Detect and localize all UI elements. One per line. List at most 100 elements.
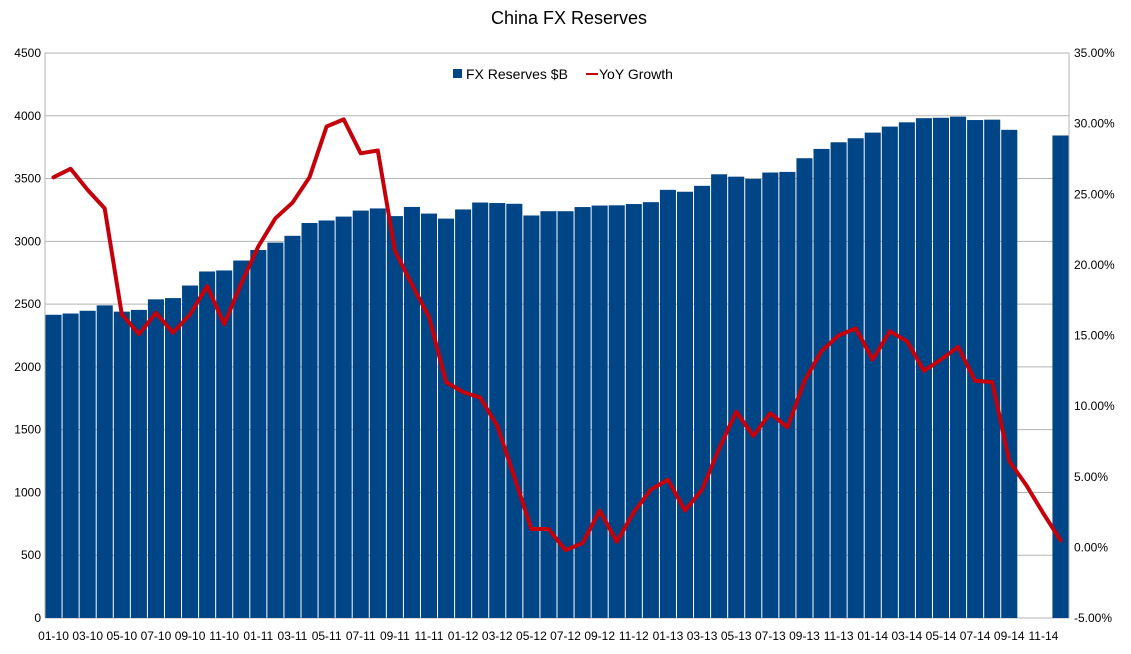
bar-04-10 bbox=[96, 305, 113, 618]
y-right-tick-label: 0.00% bbox=[1074, 540, 1108, 554]
x-tick-label: 11-10 bbox=[209, 629, 239, 643]
bar-12-11 bbox=[438, 218, 455, 618]
bar-05-14 bbox=[932, 117, 950, 618]
bar-04-11 bbox=[301, 223, 318, 618]
axes: 0 500 1000 1500 2000 2500 3000 3500 4000 4500 -5.0… bbox=[14, 46, 1115, 643]
legend: FX Reserves $B YoY Growth bbox=[453, 66, 673, 82]
bar-08-14 bbox=[984, 119, 1001, 619]
x-tick-label: 07-10 bbox=[141, 629, 172, 643]
bar-01-13 bbox=[659, 189, 676, 618]
bar-06-10 bbox=[130, 309, 147, 618]
y-left-tick-label: 2000 bbox=[14, 360, 41, 374]
x-tick-label: 01-14 bbox=[857, 629, 888, 643]
bar-06-11 bbox=[335, 216, 352, 619]
y-right-tick-label: -5.00% bbox=[1074, 611, 1112, 625]
x-tick-label: 03-12 bbox=[482, 629, 513, 643]
bar-04-13 bbox=[711, 174, 728, 618]
y-left-tick-label: 2500 bbox=[14, 297, 41, 311]
x-tick-label: 03-14 bbox=[892, 629, 923, 643]
x-tick-label: 09-11 bbox=[380, 629, 410, 643]
y-right-tick-label: 10.00% bbox=[1074, 399, 1115, 413]
x-tick-label: 11-14 bbox=[1028, 629, 1058, 643]
legend-label-yoy-growth: YoY Growth bbox=[599, 66, 673, 82]
bar-07-10 bbox=[147, 299, 164, 618]
bar-10-11 bbox=[403, 206, 420, 619]
bar-01-10 bbox=[45, 314, 62, 618]
y-left-tick-label: 4000 bbox=[14, 109, 41, 123]
bar-series-fx-reserves bbox=[45, 116, 1069, 619]
bar-05-12 bbox=[523, 215, 540, 619]
bar-08-13 bbox=[779, 171, 796, 618]
bar-12-14 bbox=[1052, 135, 1069, 619]
x-tick-label: 01-12 bbox=[448, 629, 479, 643]
x-tick-label: 07-11 bbox=[346, 629, 376, 643]
x-tick-label: 05-12 bbox=[516, 629, 547, 643]
y-right-tick-label: 30.00% bbox=[1074, 117, 1115, 131]
bar-02-14 bbox=[881, 126, 898, 618]
chart-title: China FX Reserves bbox=[491, 8, 647, 28]
bar-02-11 bbox=[267, 242, 284, 619]
x-tick-label: 01-13 bbox=[653, 629, 684, 643]
x-tick-label: 09-12 bbox=[584, 629, 615, 643]
x-tick-label: 07-12 bbox=[550, 629, 581, 643]
x-tick-label: 03-10 bbox=[72, 629, 103, 643]
bar-06-13 bbox=[745, 178, 762, 618]
bar-05-11 bbox=[318, 220, 335, 619]
y-right-tick-label: 35.00% bbox=[1074, 46, 1115, 60]
line-series-yoy-growth bbox=[51, 117, 1063, 553]
x-tick-label: 05-13 bbox=[721, 629, 752, 643]
gridlines bbox=[45, 52, 1069, 619]
x-tick-label: 01-11 bbox=[243, 629, 273, 643]
legend-swatch-fx-reserves bbox=[453, 69, 462, 78]
bar-01-12 bbox=[455, 209, 472, 619]
bar-10-10 bbox=[199, 271, 216, 618]
y-left-tick-label: 1000 bbox=[14, 485, 41, 499]
bar-11-11 bbox=[420, 213, 438, 618]
x-tick-label: 07-13 bbox=[755, 629, 786, 643]
yoy-growth-line bbox=[51, 117, 1063, 553]
bar-03-11 bbox=[284, 235, 301, 618]
bar-02-13 bbox=[676, 191, 694, 618]
bar-06-14 bbox=[950, 116, 967, 618]
bar-03-13 bbox=[694, 185, 711, 619]
bar-01-11 bbox=[250, 249, 267, 618]
y-left-tick-label: 500 bbox=[21, 548, 41, 562]
bar-09-11 bbox=[386, 216, 403, 618]
y-left-tick-label: 0 bbox=[34, 611, 41, 625]
x-tick-label: 09-14 bbox=[994, 629, 1025, 643]
bar-11-13 bbox=[830, 142, 847, 618]
bar-11-10 bbox=[216, 270, 233, 618]
bar-04-12 bbox=[506, 203, 523, 618]
bar-03-14 bbox=[898, 122, 915, 618]
bar-06-12 bbox=[540, 211, 557, 618]
bar-05-10 bbox=[113, 311, 130, 618]
x-tick-label: 09-10 bbox=[175, 629, 206, 643]
y-right-tick-label: 25.00% bbox=[1074, 187, 1115, 201]
x-tick-label: 05-10 bbox=[106, 629, 137, 643]
bar-09-14 bbox=[1001, 129, 1018, 618]
bar-05-13 bbox=[728, 176, 745, 618]
bar-01-14 bbox=[864, 132, 881, 618]
bar-10-12 bbox=[608, 205, 625, 618]
bar-07-11 bbox=[352, 210, 369, 619]
bar-03-12 bbox=[489, 203, 506, 619]
x-tick-label: 03-11 bbox=[278, 629, 308, 643]
y-left-tick-label: 4500 bbox=[14, 46, 41, 60]
bar-12-12 bbox=[642, 202, 659, 618]
y-left-tick-label: 3000 bbox=[14, 234, 41, 248]
x-tick-label: 11-12 bbox=[619, 629, 649, 643]
y-right-tick-label: 5.00% bbox=[1074, 470, 1108, 484]
bar-08-12 bbox=[574, 207, 591, 618]
x-tick-label: 03-13 bbox=[687, 629, 718, 643]
x-tick-label: 05-14 bbox=[926, 629, 957, 643]
y-left-tick-label: 1500 bbox=[14, 423, 41, 437]
bar-02-10 bbox=[62, 313, 79, 618]
bar-07-13 bbox=[762, 172, 779, 619]
x-tick-label: 09-13 bbox=[789, 629, 820, 643]
bar-08-10 bbox=[164, 298, 182, 618]
bar-12-10 bbox=[233, 260, 250, 618]
x-tick-label: 01-10 bbox=[38, 629, 69, 643]
x-tick-label: 07-14 bbox=[960, 629, 991, 643]
